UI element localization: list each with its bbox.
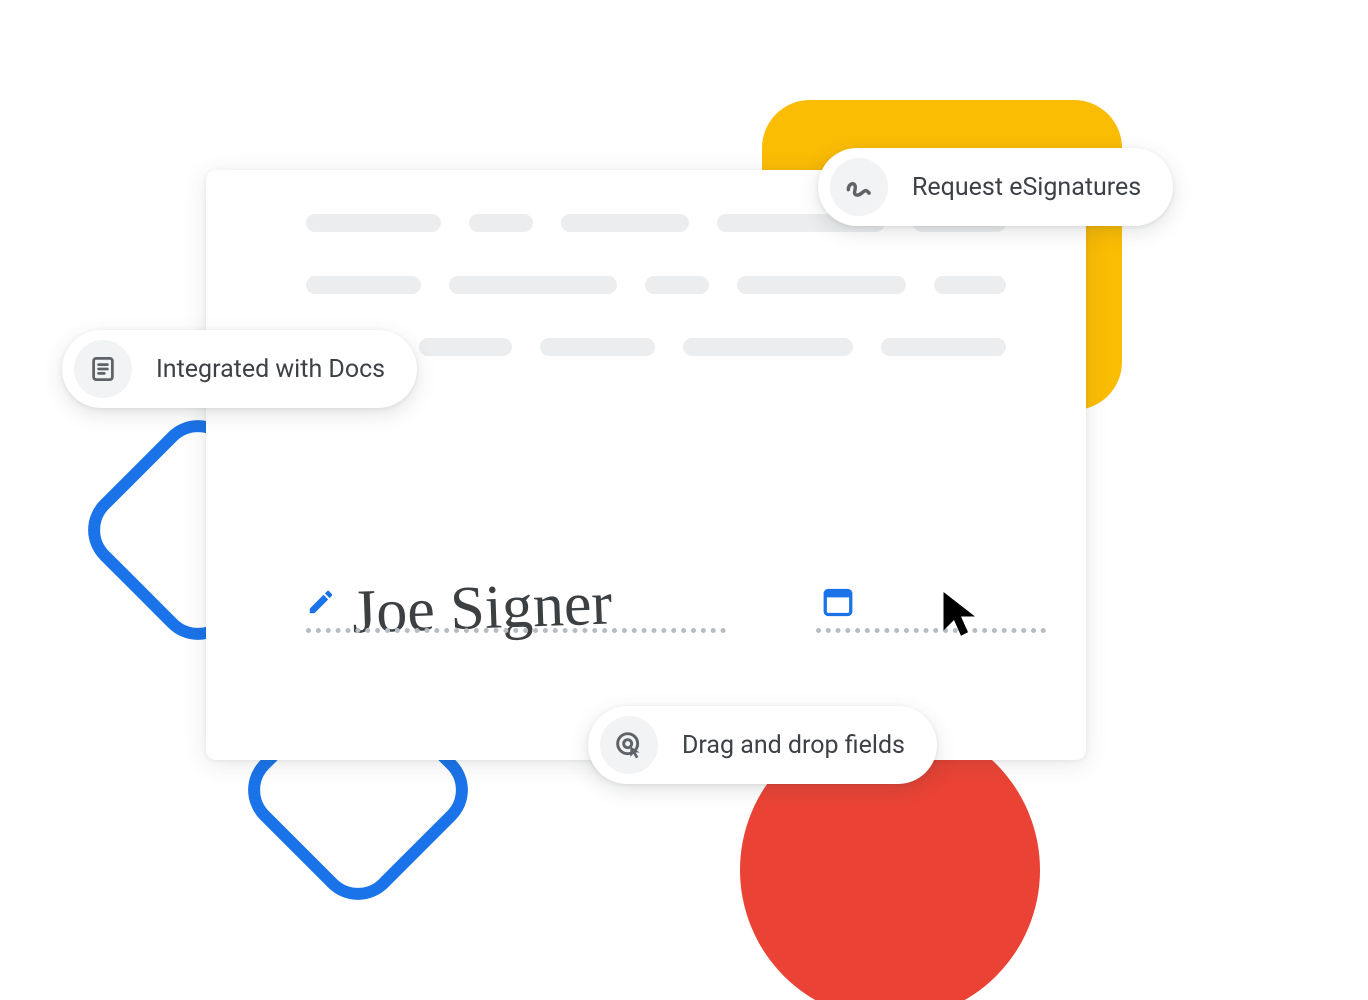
text-placeholder	[645, 276, 709, 294]
text-placeholder	[306, 276, 421, 294]
text-placeholder	[881, 338, 1006, 356]
feature-chip-label: Request eSignatures	[912, 173, 1141, 202]
cursor-icon	[940, 588, 982, 642]
infographic-stage: Joe Signer	[0, 0, 1368, 1000]
dotted-underline	[816, 628, 1046, 633]
signature-row: Joe Signer	[306, 565, 1048, 627]
feature-chip-label: Integrated with Docs	[156, 355, 385, 384]
feature-chip-integrated-docs[interactable]: Integrated with Docs	[62, 330, 417, 408]
feature-chip-drag-drop[interactable]: Drag and drop fields	[588, 706, 937, 784]
feature-chip-request-esignatures[interactable]: Request eSignatures	[818, 148, 1173, 226]
pen-icon	[306, 587, 336, 621]
dotted-underline	[306, 628, 726, 633]
text-placeholder	[683, 338, 852, 356]
calendar-icon	[820, 583, 856, 623]
text-placeholder	[934, 276, 1006, 294]
text-placeholder	[737, 276, 905, 294]
squiggle-icon	[830, 158, 888, 216]
document-card: Joe Signer	[206, 170, 1086, 760]
text-placeholder	[469, 214, 533, 232]
signature-field[interactable]: Joe Signer	[306, 565, 726, 627]
text-placeholder	[419, 338, 512, 356]
target-cursor-icon	[600, 716, 658, 774]
text-placeholder	[449, 276, 617, 294]
doc-icon	[74, 340, 132, 398]
text-placeholder	[561, 214, 689, 232]
text-placeholder	[540, 338, 655, 356]
date-field[interactable]	[816, 583, 1046, 627]
placeholder-row	[306, 276, 1006, 294]
text-placeholder	[306, 214, 441, 232]
feature-chip-label: Drag and drop fields	[682, 731, 905, 760]
